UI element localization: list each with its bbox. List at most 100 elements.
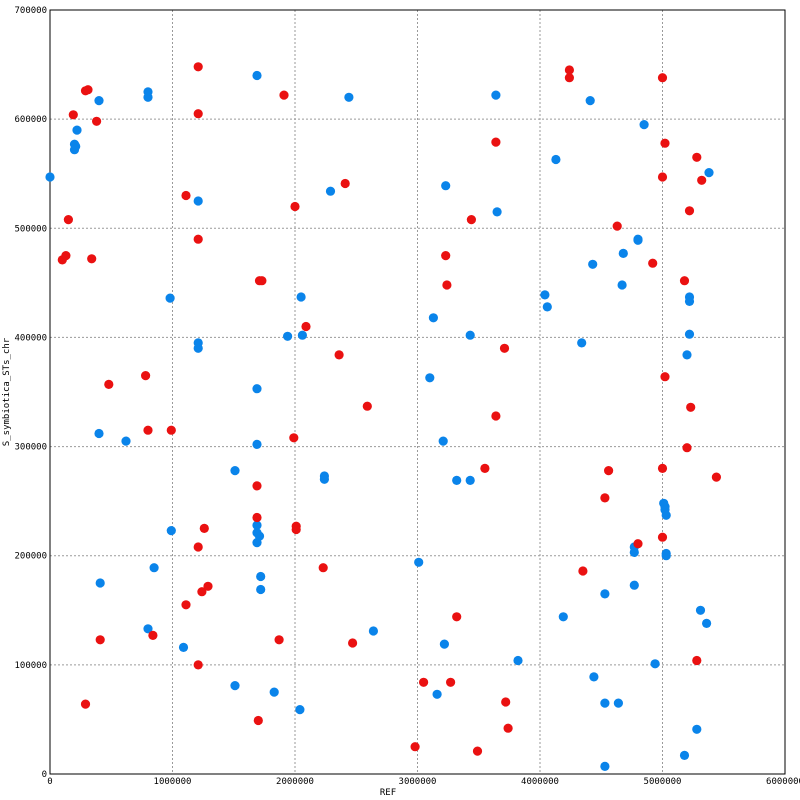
red-data-point [279, 90, 289, 100]
blue-data-point [193, 196, 203, 206]
blue-data-point [143, 92, 153, 102]
blue-data-point [252, 70, 262, 81]
blue-data-point [679, 750, 690, 761]
blue-data-point [588, 259, 598, 269]
red-data-point [340, 178, 350, 189]
red-data-point [181, 600, 191, 610]
blue-data-point [94, 96, 104, 106]
blue-data-point [441, 181, 451, 191]
x-tick-label: 1000000 [154, 777, 192, 787]
blue-data-point [585, 96, 595, 106]
blue-data-point [439, 639, 449, 649]
red-data-point [274, 635, 284, 645]
blue-data-point [254, 531, 265, 541]
blue-data-point [178, 642, 189, 653]
red-data-point [334, 350, 344, 360]
blue-data-point [661, 548, 671, 559]
red-data-point [648, 258, 658, 268]
y-tick-label: 300000 [14, 443, 47, 453]
red-data-point [63, 215, 73, 225]
blue-data-point [540, 290, 550, 300]
blue-data-point [600, 761, 610, 772]
red-data-point [410, 742, 420, 752]
red-data-point [95, 635, 105, 645]
blue-data-point [618, 248, 628, 258]
red-data-point [257, 276, 267, 286]
red-data-point [600, 493, 610, 503]
red-data-point [564, 73, 575, 83]
red-data-point [564, 65, 575, 75]
red-data-point [679, 276, 690, 286]
blue-data-point [325, 186, 336, 196]
red-data-point [193, 109, 203, 119]
red-data-point [657, 532, 668, 542]
blue-data-point [143, 624, 153, 634]
red-data-point [203, 581, 213, 591]
blue-data-point [94, 428, 104, 439]
red-data-point [441, 251, 451, 261]
red-data-point [499, 343, 510, 353]
blue-data-point [45, 172, 55, 182]
blue-data-point [513, 655, 523, 666]
red-data-point [657, 463, 668, 473]
blue-data-point [465, 330, 475, 340]
red-data-point [442, 280, 452, 290]
red-data-point [197, 587, 207, 597]
blue-data-point [600, 589, 610, 599]
red-data-point [289, 433, 299, 443]
blue-data-point [428, 313, 438, 323]
grid-lines [50, 9, 785, 774]
blue-data-point [704, 168, 714, 178]
red-data-point [141, 371, 151, 381]
blue-data-point [256, 571, 266, 582]
blue-data-point [438, 436, 448, 446]
x-tick-label: 5000000 [644, 777, 682, 787]
blue-data-point [414, 557, 424, 567]
blue-data-point [682, 350, 692, 360]
red-data-point [660, 138, 670, 148]
red-data-point [68, 110, 78, 120]
blue-data-point [589, 672, 599, 682]
blue-data-point [629, 580, 639, 590]
red-data-point [104, 379, 114, 389]
blue-data-point [684, 296, 695, 306]
y-tick-label: 0 [42, 770, 47, 780]
red-data-point [143, 425, 153, 435]
tick-labels: 0 1000000 2000000 3000000 4000000 5000000 6000… [14, 6, 800, 787]
red-data-point [362, 401, 372, 411]
red-data-point [657, 172, 668, 182]
red-data-point [452, 612, 462, 622]
blue-data-point [558, 612, 568, 622]
red-data-point [318, 563, 328, 573]
red-data-point [711, 472, 722, 482]
blue-data-point [368, 626, 378, 636]
red-data-point [252, 512, 262, 523]
blue-data-point [319, 474, 329, 484]
x-tick-label: 3000000 [399, 777, 437, 787]
blue-data-point [69, 145, 80, 155]
red-data-point [348, 638, 358, 648]
red-data-point [253, 715, 263, 726]
blue-data-point [542, 302, 552, 312]
y-tick-label: 600000 [14, 115, 47, 125]
blue-data-point [193, 343, 203, 353]
blue-data-point [256, 584, 266, 595]
blue-data-point [230, 681, 240, 691]
blue-data-point [165, 293, 175, 303]
blue-data-point [72, 125, 82, 135]
blue-data-point [452, 475, 462, 485]
red-data-point [193, 660, 203, 670]
y-axis-label: S_symbiotica_STs_chr [2, 337, 12, 446]
plot-frame [49, 9, 786, 775]
red-data-point [697, 175, 707, 185]
blue-data-point [639, 120, 649, 130]
blue-data-point [617, 280, 627, 290]
red-data-point [301, 321, 311, 332]
blue-data-point [692, 724, 702, 734]
red-data-point [660, 372, 670, 382]
red-data-point [92, 116, 102, 126]
red-data-point [87, 254, 97, 264]
red-data-point [657, 73, 668, 83]
